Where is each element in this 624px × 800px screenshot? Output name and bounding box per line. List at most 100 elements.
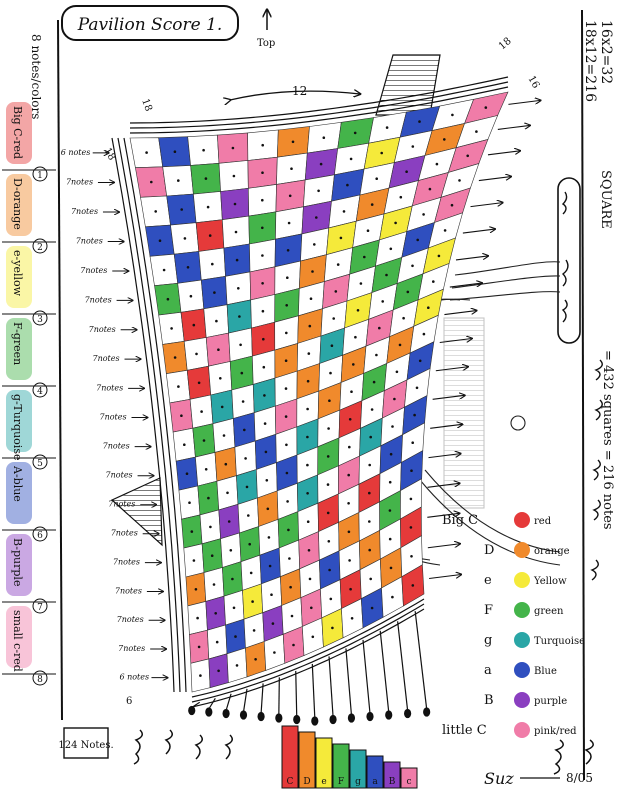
note-dot: [207, 496, 210, 500]
pendulum-string: [345, 648, 353, 716]
pendulum-note: [239, 710, 248, 720]
note-dot: [170, 327, 173, 330]
note-dot: [243, 428, 246, 432]
note-dot: [212, 583, 216, 586]
left-rail: [117, 137, 181, 693]
row-label: 7notes: [80, 266, 107, 275]
note-dot: [284, 359, 288, 363]
legend-note-label: e: [484, 573, 492, 588]
pendulum-string: [414, 611, 428, 710]
row-label: 7notes: [85, 295, 112, 304]
note-dot: [306, 520, 310, 523]
pendulum-note: [293, 714, 301, 725]
note-dot: [234, 230, 238, 234]
xylophone-letter: a: [372, 777, 378, 787]
note-dot: [222, 434, 226, 437]
note-dot: [475, 130, 478, 133]
note-count-text: 124 Notes.: [58, 740, 113, 751]
note-dot: [162, 268, 166, 272]
left-legend-swatch: [6, 318, 32, 380]
legend-note-label: F: [484, 603, 493, 618]
note-dot: [388, 480, 392, 484]
note-dot: [410, 469, 413, 473]
xylophone-letter: B: [389, 777, 396, 787]
xylophone-letter: C: [287, 777, 294, 787]
right-arrow: [449, 283, 482, 288]
note-dot: [266, 507, 270, 511]
note-dot: [389, 452, 393, 456]
left-legend-number: 5: [37, 459, 43, 469]
note-dot: [406, 290, 410, 294]
note-dot: [180, 208, 183, 211]
note-dot: [432, 280, 435, 283]
row-label: 7notes: [103, 442, 130, 451]
left-legend-number-circle: [32, 310, 48, 326]
note-dot: [195, 352, 198, 356]
note-dot: [271, 622, 275, 625]
note-dot: [273, 651, 276, 654]
note-dot: [202, 148, 205, 152]
left-margin-line: [57, 19, 63, 721]
note-dot: [389, 566, 393, 570]
right-arrow: [444, 311, 476, 316]
note-dot: [409, 497, 413, 501]
pendulum-string: [242, 688, 248, 713]
left-legend-swatch: [6, 246, 32, 308]
xylophone-letter: e: [321, 777, 326, 787]
note-dot: [183, 443, 186, 447]
note-dot: [354, 335, 357, 339]
right-note-line3: SQUARE: [598, 170, 613, 229]
note-dot: [215, 319, 218, 323]
note-dot: [306, 407, 309, 411]
note-dot: [385, 273, 388, 277]
left-legend-number: 8: [37, 675, 43, 685]
note-dot: [422, 332, 426, 336]
note-dot: [334, 290, 338, 293]
note-dot: [173, 150, 177, 153]
top-label: Top: [257, 38, 275, 49]
right-margin-notes: 16x2=32 18x12=216 SQUARE = 432 squares =…: [582, 20, 615, 530]
note-dot: [290, 614, 294, 618]
note-dot: [372, 380, 376, 384]
legend-swatch: [514, 602, 530, 618]
pendulum-string: [397, 621, 409, 711]
note-dot: [329, 597, 333, 601]
row-label: 7notes: [118, 644, 145, 653]
left-count: 18: [101, 146, 117, 163]
note-dot: [263, 422, 267, 425]
note-dot: [239, 343, 242, 347]
top-rail: [129, 86, 509, 134]
note-dot: [204, 177, 208, 180]
note-dot: [331, 626, 334, 630]
pendulum-note: [347, 713, 356, 723]
note-dot: [405, 170, 408, 173]
note-dot: [346, 183, 349, 187]
left-legend-number-circle: [32, 238, 48, 254]
note-dot: [252, 629, 256, 632]
right-arrow: [430, 424, 462, 429]
note-dot: [197, 381, 201, 385]
bottom-rail: [191, 598, 425, 698]
note-dot: [313, 243, 316, 246]
note-dot: [369, 577, 373, 581]
row-label: 7notes: [76, 237, 103, 246]
row-label: 7notes: [93, 354, 120, 363]
note-dot: [267, 536, 271, 539]
note-dot: [200, 410, 203, 413]
note-dot: [326, 511, 330, 515]
xylophone-letter: D: [303, 777, 310, 787]
note-dot: [450, 203, 454, 207]
note-dot: [385, 126, 389, 129]
left-legend-number: 4: [37, 387, 43, 397]
left-legend-label: Big C-red: [11, 106, 24, 159]
note-dot: [411, 441, 415, 445]
note-dot: [261, 309, 265, 313]
legend-color-name: purple: [534, 696, 567, 707]
dome-center-marker: [510, 415, 526, 431]
signature: Suz: [484, 769, 514, 788]
note-dot: [192, 559, 196, 562]
note-dot: [416, 238, 420, 242]
note-dot: [348, 445, 351, 449]
note-dot: [194, 588, 198, 591]
